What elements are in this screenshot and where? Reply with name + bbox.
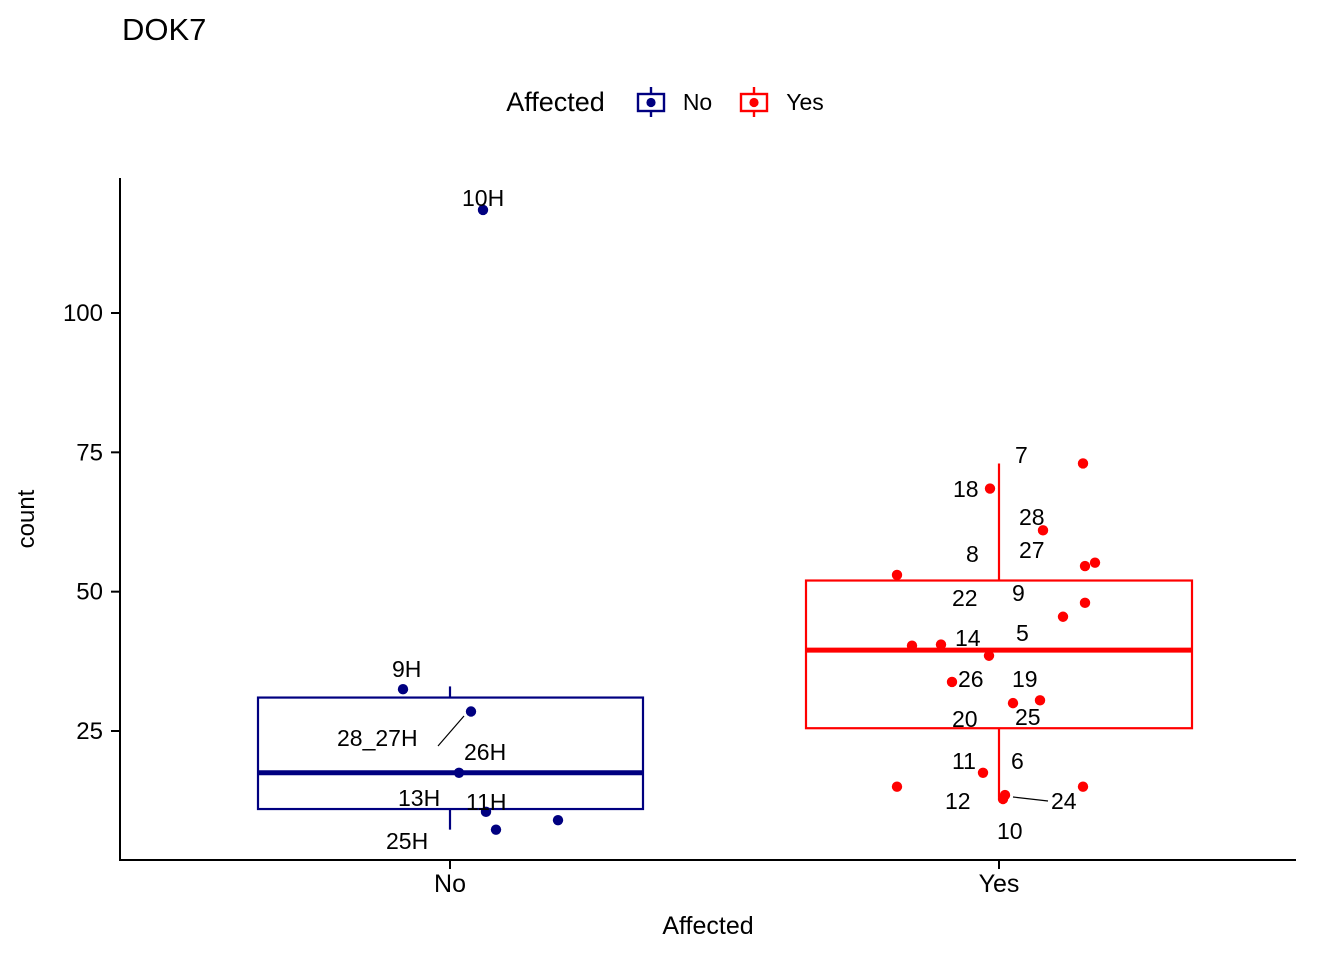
- data-point: [480, 806, 492, 818]
- legend-item-no: No: [633, 84, 712, 120]
- data-point: [1079, 560, 1091, 572]
- data-point: [906, 640, 918, 651]
- point-label: 10: [997, 818, 1023, 844]
- y-tick-label: 75: [76, 439, 103, 466]
- point-label: 25: [1015, 704, 1041, 730]
- legend-label-no: No: [682, 88, 713, 115]
- data-point: [397, 684, 409, 695]
- point-label: 9H: [392, 656, 421, 682]
- point-label: 26: [958, 666, 984, 692]
- data-point: [552, 814, 564, 826]
- label-leader-line: [437, 715, 465, 747]
- box-yes: [804, 579, 1194, 730]
- point-label: 19: [1012, 666, 1038, 692]
- point-label: 10H: [462, 185, 504, 211]
- legend-item-yes: Yes: [736, 84, 824, 120]
- data-point: [946, 676, 958, 688]
- point-label: 24: [1051, 788, 1077, 814]
- point-label: 28: [1019, 504, 1045, 530]
- data-point: [997, 793, 1009, 805]
- data-point: [1077, 458, 1089, 469]
- data-point: [891, 569, 903, 581]
- y-axis-title: count: [13, 489, 40, 549]
- data-point: [1079, 597, 1091, 609]
- data-point: [1089, 557, 1101, 568]
- data-point: [1057, 611, 1069, 622]
- y-tick-label: 50: [76, 579, 103, 606]
- data-point: [1007, 697, 1019, 709]
- chart-title: DOK7: [122, 12, 207, 47]
- box-no: [256, 696, 645, 811]
- point-label: 22: [952, 585, 978, 611]
- point-label: 20: [952, 706, 978, 732]
- legend-label-yes: Yes: [786, 88, 824, 115]
- data-point: [977, 767, 989, 778]
- y-tick-label: 25: [76, 718, 103, 745]
- point-label: 27: [1019, 537, 1045, 563]
- boxplot-key-yes-icon: [740, 87, 769, 117]
- point-label: 13H: [398, 785, 440, 811]
- point-label: 18: [953, 476, 979, 502]
- legend: Affected No Yes: [0, 84, 1344, 120]
- point-label: 11: [952, 748, 976, 774]
- point-label: 28_27H: [337, 725, 418, 751]
- legend-title: Affected: [506, 86, 605, 117]
- data-point: [984, 483, 996, 494]
- point-label: 14: [955, 625, 981, 651]
- data-point: [477, 204, 489, 216]
- point-label: 12: [945, 788, 971, 814]
- x-axis-title: Affected: [662, 912, 754, 940]
- point-label: 7: [1015, 442, 1028, 468]
- point-label: 26H: [464, 739, 506, 765]
- point-label: 9: [1012, 580, 1025, 606]
- data-point: [1077, 781, 1089, 792]
- data-point: [935, 639, 947, 650]
- data-point: [891, 781, 903, 792]
- x-tick-label: No: [434, 870, 466, 898]
- data-point: [465, 706, 477, 717]
- boxplot-key-no-icon: [636, 87, 666, 117]
- data-point: [453, 767, 465, 778]
- data-point: [1037, 525, 1049, 536]
- x-tick-label: Yes: [979, 870, 1020, 898]
- point-label: 11H: [466, 789, 507, 815]
- label-leader-line: [1012, 796, 1049, 802]
- point-label: 6: [1011, 748, 1024, 774]
- data-point: [1034, 695, 1046, 706]
- point-label: 25H: [386, 828, 428, 854]
- data-point: [490, 824, 502, 835]
- point-label: 5: [1016, 620, 1029, 646]
- data-point: [983, 650, 995, 661]
- y-tick-label: 100: [63, 300, 103, 327]
- point-label: 8: [966, 541, 979, 567]
